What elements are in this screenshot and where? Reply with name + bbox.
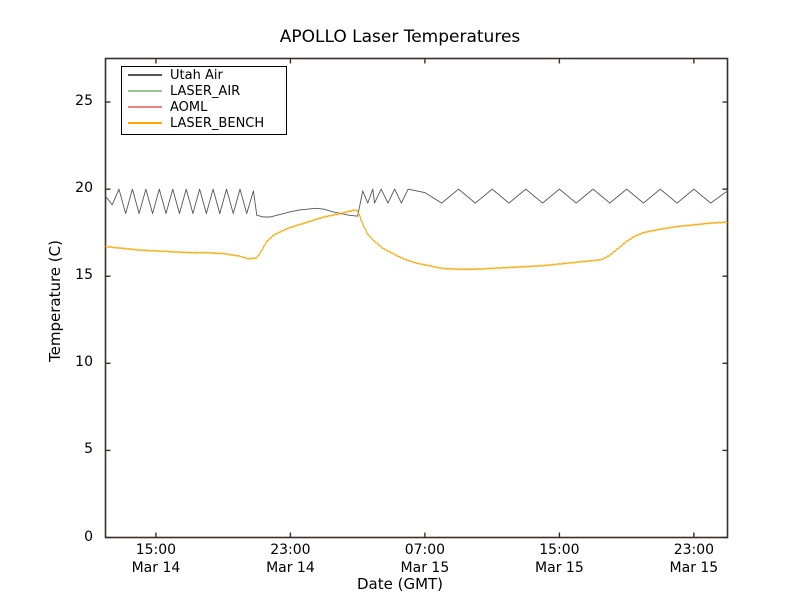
legend-item-laser-air[interactable]: LASER_AIR [122,83,286,99]
series-line-utah-air [105,188,728,218]
chart-legend[interactable]: Utah Air LASER_AIR AOML LASER_BENCH [121,66,287,135]
legend-swatch-icon [128,90,162,92]
x-tick-time: 15:00 [135,541,177,558]
x-tick-date: Mar 14 [131,559,181,576]
legend-item-laser-bench[interactable]: LASER_BENCH [122,115,286,131]
data-series-group [105,188,728,271]
chart-title: APOLLO Laser Temperatures [279,27,521,47]
legend-swatch-icon [128,122,162,124]
axes-frame [104,57,729,539]
y-tick-marks [105,101,728,539]
legend-item-utah-air[interactable]: Utah Air [122,67,286,83]
legend-swatch-icon [128,106,162,108]
y-tick-label: 0 [84,528,93,545]
x-tick-date: Mar 14 [266,559,315,576]
legend-label: Utah Air [170,67,223,83]
legend-swatch-icon [128,74,162,76]
x-tick-time: 15:00 [539,541,580,558]
x-tick-marks [155,58,695,538]
y-tick-label: 20 [75,180,93,197]
series-line-laser-bench [105,209,728,271]
x-tick-date: Mar 15 [535,559,584,576]
x-tick-time: 07:00 [404,541,446,558]
x-tick-date: Mar 15 [669,559,719,576]
legend-label: AOML [170,99,208,115]
legend-label: LASER_BENCH [170,115,265,131]
x-tick-time: 23:00 [270,541,311,558]
legend-label: LASER_AIR [170,83,241,99]
legend-item-aoml[interactable]: AOML [122,99,286,115]
x-tick-time: 23:00 [673,541,715,558]
y-tick-label: 15 [75,267,93,284]
x-axis-label: Date (GMT) [356,575,444,593]
y-tick-label: 5 [84,441,93,458]
x-tick-date: Mar 15 [400,559,450,576]
y-tick-label: 10 [75,354,93,371]
y-tick-label: 25 [75,93,93,110]
